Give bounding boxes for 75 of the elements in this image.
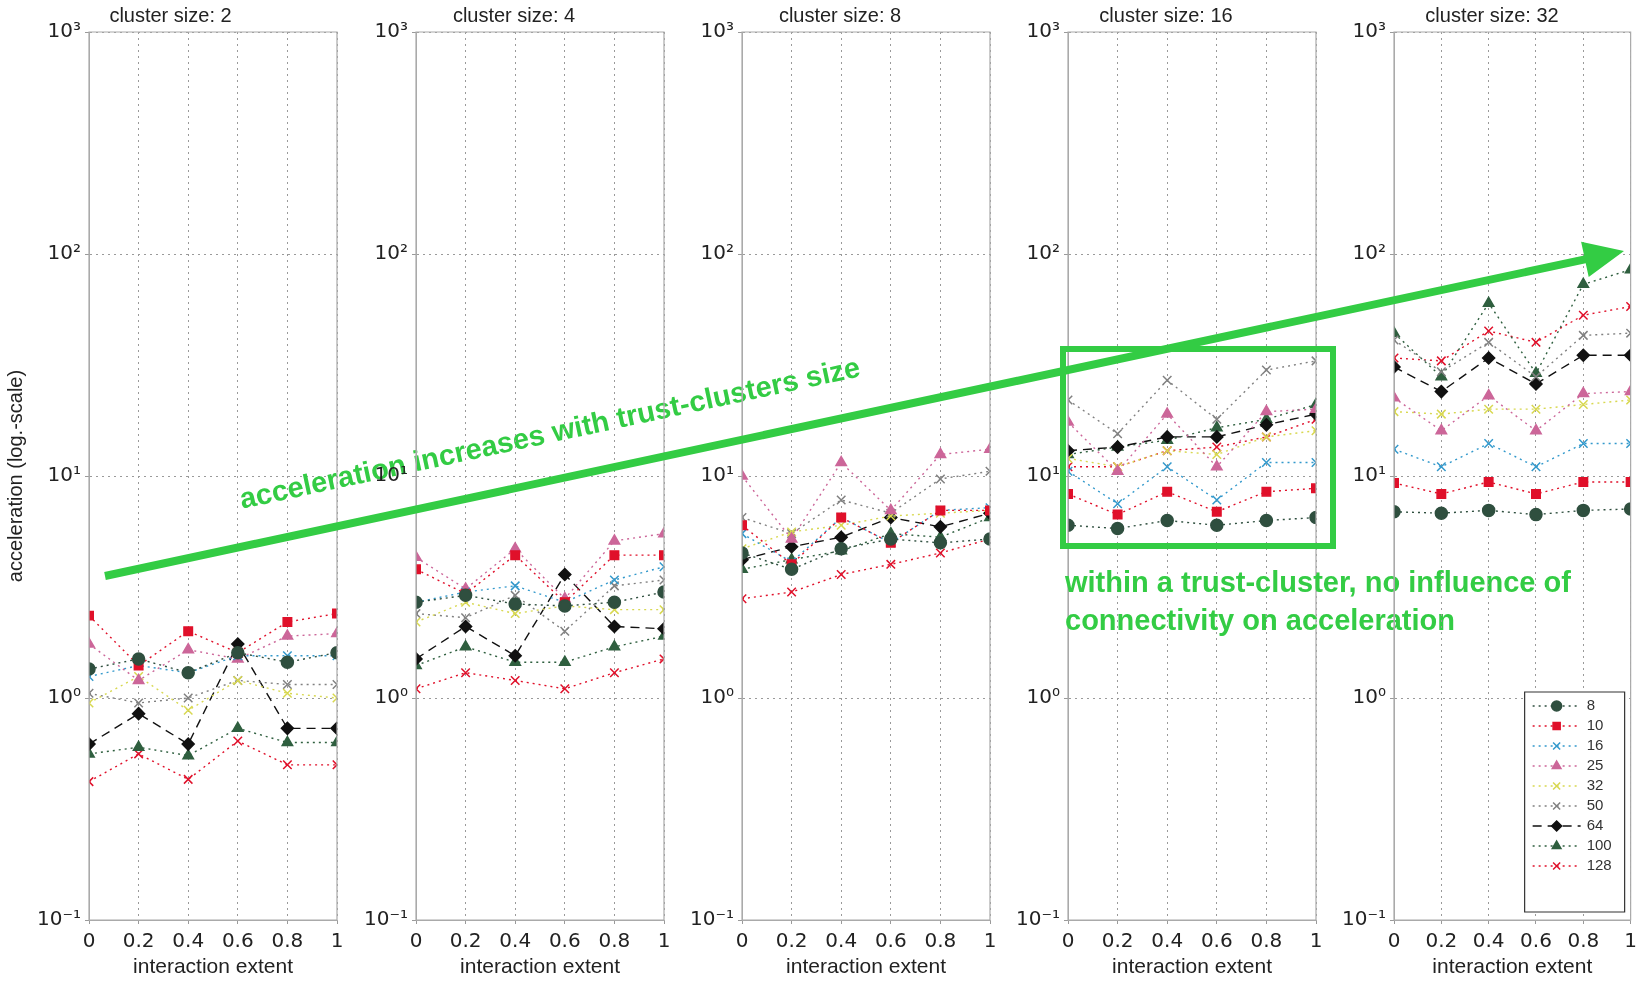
legend-label: 10 bbox=[1586, 716, 1604, 734]
x-tick-label: 0.2 bbox=[449, 928, 482, 953]
legend-label: 64 bbox=[1586, 816, 1604, 834]
x-tick-label: 0.8 bbox=[1567, 928, 1600, 953]
x-tick-label: 0 bbox=[735, 928, 749, 953]
x-tick-label: 0.4 bbox=[499, 928, 532, 953]
y-tick-label: 10³ bbox=[1026, 18, 1060, 43]
annotation: within a trust-cluster, no influence of connectivity on acceleration bbox=[1065, 565, 1572, 638]
y-tick-label: 10³ bbox=[1352, 18, 1386, 43]
y-tick-label: 10⁻¹ bbox=[36, 906, 81, 931]
x-tick-label: 0.8 bbox=[271, 928, 304, 953]
y-axis-title: acceleration (log.-scale) bbox=[3, 369, 26, 583]
x-axis-title: interaction extent bbox=[460, 954, 621, 978]
legend-label: 25 bbox=[1586, 756, 1604, 774]
x-tick-label: 0.6 bbox=[1200, 928, 1233, 953]
x-tick-label: 0.6 bbox=[221, 928, 254, 953]
chart-title: cluster size: 2 bbox=[109, 3, 232, 26]
y-tick-label: 10⁰ bbox=[47, 684, 81, 709]
x-axis-title: interaction extent bbox=[786, 954, 947, 978]
y-tick-label: 10¹ bbox=[1352, 462, 1386, 487]
x-tick-label: 1 bbox=[983, 928, 997, 953]
x-tick-label: 0.8 bbox=[1250, 928, 1283, 953]
y-tick-label: 10⁻¹ bbox=[689, 906, 734, 931]
x-tick-label: 0 bbox=[1387, 928, 1401, 953]
x-tick-label: 0.8 bbox=[924, 928, 957, 953]
y-tick-label: 10¹ bbox=[47, 462, 81, 487]
y-tick-label: 10⁻¹ bbox=[363, 906, 408, 931]
legend-label: 128 bbox=[1586, 856, 1612, 874]
x-tick-label: 0 bbox=[409, 928, 423, 953]
y-tick-label: 10⁰ bbox=[374, 684, 408, 709]
x-tick-label: 0.2 bbox=[1425, 928, 1458, 953]
y-tick-label: 10³ bbox=[700, 18, 734, 43]
legend-label: 50 bbox=[1586, 796, 1604, 814]
x-tick-label: 0.6 bbox=[874, 928, 907, 953]
y-tick-label: 10⁰ bbox=[1026, 684, 1060, 709]
x-tick-label: 0.4 bbox=[172, 928, 205, 953]
x-tick-label: 0.2 bbox=[122, 928, 155, 953]
legend-label: 8 bbox=[1586, 696, 1595, 714]
x-tick-label: 0.6 bbox=[1520, 928, 1552, 953]
x-tick-label: 1 bbox=[657, 928, 671, 953]
x-tick-label: 0 bbox=[82, 928, 96, 953]
y-tick-label: 10¹ bbox=[700, 462, 734, 487]
y-tick-label: 10⁻¹ bbox=[1341, 906, 1386, 931]
x-axis-title: interaction extent bbox=[1112, 954, 1273, 978]
chart-title: cluster size: 8 bbox=[778, 3, 902, 26]
y-tick-label: 10² bbox=[374, 240, 408, 265]
chart-title: cluster size: 4 bbox=[452, 3, 576, 26]
legend-label: 32 bbox=[1586, 776, 1604, 794]
x-axis-title: interaction extent bbox=[1432, 954, 1593, 978]
y-tick-label: 10¹ bbox=[1026, 462, 1060, 487]
chart-title: cluster size: 16 bbox=[1099, 3, 1233, 26]
x-tick-label: 0.4 bbox=[1151, 928, 1184, 953]
x-tick-label: 1 bbox=[1624, 928, 1637, 953]
legend-label: 16 bbox=[1586, 736, 1604, 754]
y-tick-label: 10⁰ bbox=[1352, 684, 1386, 709]
x-tick-label: 0.6 bbox=[548, 928, 581, 953]
y-tick-label: 10³ bbox=[374, 18, 408, 43]
x-tick-label: 1 bbox=[330, 928, 344, 953]
x-tick-label: 0.2 bbox=[775, 928, 808, 953]
x-tick-label: 0.8 bbox=[598, 928, 631, 953]
x-tick-label: 0.4 bbox=[1472, 928, 1505, 953]
y-tick-label: 10² bbox=[700, 240, 734, 265]
legend-label: 100 bbox=[1586, 836, 1612, 854]
y-tick-label: 10² bbox=[1026, 240, 1060, 265]
chart-title: cluster size: 32 bbox=[1425, 3, 1559, 26]
x-tick-label: 0 bbox=[1061, 928, 1075, 953]
y-tick-label: 10⁻¹ bbox=[1015, 906, 1060, 931]
y-tick-label: 10³ bbox=[47, 18, 81, 43]
x-tick-label: 0.2 bbox=[1101, 928, 1134, 953]
y-tick-label: 10⁰ bbox=[700, 684, 734, 709]
x-tick-label: 0.4 bbox=[825, 928, 858, 953]
y-tick-label: 10² bbox=[47, 240, 81, 265]
x-axis-title: interaction extent bbox=[133, 954, 294, 978]
x-tick-label: 1 bbox=[1309, 928, 1323, 953]
y-tick-label: 10² bbox=[1352, 240, 1386, 265]
